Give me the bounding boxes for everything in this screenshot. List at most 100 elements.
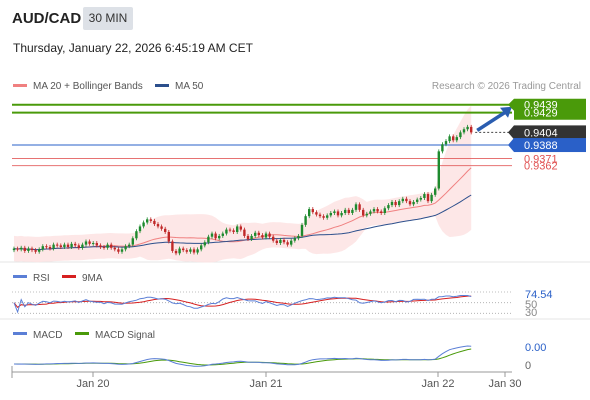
candle-body: [466, 126, 469, 130]
level-label-1: 0.9429: [524, 108, 558, 120]
candle-body: [297, 235, 300, 239]
candle-body: [117, 249, 120, 252]
candle-body: [23, 247, 26, 251]
candle-body: [56, 244, 59, 246]
candle-body: [45, 246, 48, 248]
candle-body: [250, 235, 253, 240]
candle-body: [77, 245, 80, 248]
candle-body: [214, 233, 217, 239]
candle-body: [84, 241, 88, 245]
candle-body: [282, 239, 286, 243]
candle-body: [99, 245, 102, 247]
macd-last-value: 0.00: [525, 342, 546, 354]
candle-body: [308, 209, 311, 217]
candle-body: [210, 233, 214, 237]
rsi-tick-30: 30: [525, 307, 537, 319]
candle-body: [228, 229, 232, 231]
macd-legend-swatch-1: [75, 332, 89, 335]
candle-body: [203, 242, 206, 246]
candle-body: [218, 235, 221, 239]
candle-body: [182, 248, 185, 251]
bollinger-band-area: [14, 105, 472, 263]
candle-body: [74, 243, 77, 246]
candle-body: [430, 194, 433, 202]
candle-body: [315, 212, 318, 215]
candle-body: [390, 201, 394, 206]
candle-body: [444, 141, 448, 145]
candle-body: [318, 214, 322, 217]
candle-body: [59, 245, 62, 247]
rsi-last-value: 74.54: [525, 289, 553, 301]
candle-body: [81, 244, 84, 248]
candle-body: [95, 243, 98, 246]
candle-body: [423, 194, 426, 198]
level-tag-pointer-0: [508, 98, 514, 111]
rsi-9ma-line: [13, 295, 472, 308]
candle-body: [416, 199, 419, 202]
candle-body: [470, 126, 473, 133]
candle-body: [322, 216, 325, 218]
candle-body: [311, 209, 314, 213]
candle-body: [12, 248, 16, 251]
candle-body: [178, 248, 181, 254]
rsi-legend-label-1: 9MA: [82, 273, 103, 284]
candle-body: [200, 245, 203, 250]
candle-body: [441, 144, 444, 152]
candle-body: [380, 211, 383, 214]
candle-body: [92, 243, 95, 245]
chart-credit: Research © 2026 Trading Central: [432, 81, 581, 92]
timeframe-badge[interactable]: 30 MIN: [83, 7, 133, 30]
candle-body: [300, 224, 304, 236]
candle-body: [48, 246, 52, 249]
candle-body: [455, 137, 458, 141]
candle-body: [34, 250, 37, 252]
candle-body: [387, 205, 390, 209]
candle-body: [167, 231, 170, 242]
candle-body: [383, 208, 386, 214]
macd-tick-zero: 0: [525, 360, 531, 372]
legend-label-1: MA 50: [175, 81, 204, 92]
candle-body: [16, 248, 19, 250]
rsi-tick-50: 50: [525, 299, 537, 311]
candle-body: [459, 132, 462, 138]
level-label-0: 0.9439: [524, 100, 558, 112]
ma50-line: [13, 194, 472, 251]
legend-swatch-0: [13, 84, 27, 87]
candle-body: [207, 236, 210, 243]
candle-body: [153, 220, 156, 225]
candle-body: [138, 226, 142, 232]
candle-body: [293, 238, 296, 241]
candle-body: [369, 211, 372, 214]
candle-body: [264, 233, 268, 238]
rsi-legend-label-0: RSI: [33, 273, 50, 284]
candle-body: [149, 219, 152, 221]
candle-body: [106, 244, 109, 248]
candle-body: [336, 211, 340, 216]
candle-body: [362, 209, 365, 216]
candle-body: [437, 151, 440, 189]
macd-legend-label-1: MACD Signal: [95, 330, 155, 341]
candle-body: [146, 219, 149, 223]
candle-body: [261, 235, 264, 238]
candle-body: [347, 209, 350, 214]
candle-body: [128, 244, 131, 247]
candle-body: [254, 232, 257, 236]
candle-body: [225, 229, 228, 234]
candle-body: [27, 248, 30, 251]
macd-line: [13, 345, 472, 367]
candle-body: [88, 241, 91, 244]
candle-body: [275, 240, 278, 244]
candle-body: [135, 231, 138, 239]
candle-body: [246, 235, 250, 240]
x-tick-label-3: Jan 30: [488, 378, 521, 390]
candle-body: [142, 222, 145, 227]
currency-pair-title: AUD/CAD: [12, 10, 82, 27]
candle-body: [174, 250, 178, 254]
candle-body: [326, 215, 329, 218]
x-tick-label-2: Jan 22: [421, 378, 454, 390]
candle-body: [434, 188, 437, 195]
candle-body: [164, 228, 167, 232]
candle-body: [236, 226, 239, 232]
candle-body: [340, 213, 343, 216]
